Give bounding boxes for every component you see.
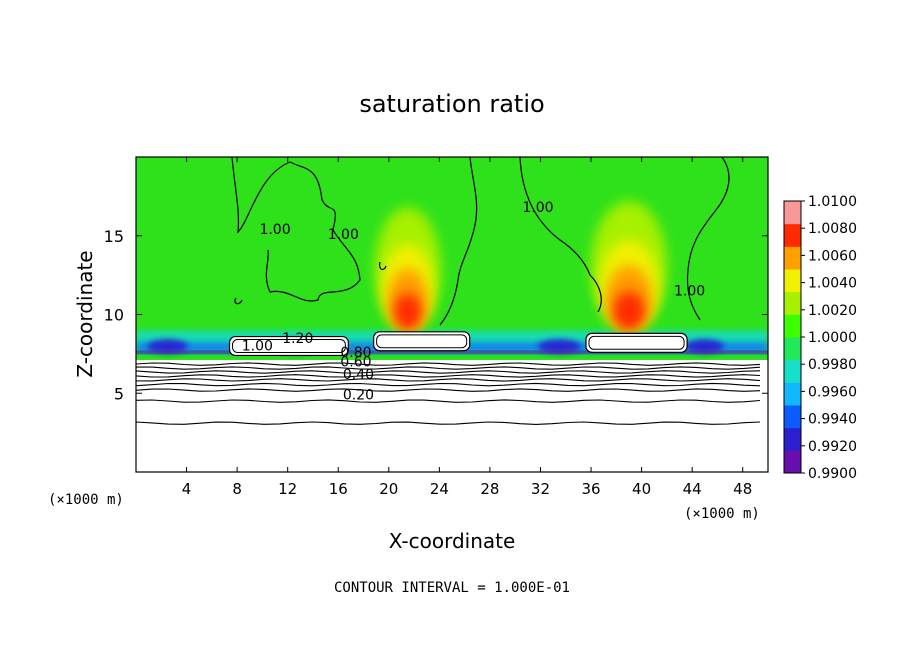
contour-labels: 1.00 1.00 1.00 1.00 1.00 1.20 0.800.600.40 0.20 [242, 200, 705, 403]
contour-label-7: 0.80 [340, 345, 371, 361]
x-tick-label-44: 44 [683, 480, 702, 498]
plot-area [136, 157, 768, 472]
level-curve-8 [136, 399, 761, 403]
x-tick-label-4: 4 [182, 480, 192, 498]
contour-label-10: 0.20 [343, 388, 374, 404]
x-unit-right: (×1000 m) [684, 506, 760, 522]
y-tick-label-5: 5 [114, 384, 124, 403]
level-curve-4 [136, 374, 761, 378]
y-axis-ticks: 5 10 15 [104, 227, 768, 403]
colorbar-label-8: 0.9960 [808, 384, 857, 400]
x-axis-ticks: 4 8 12 16 20 24 28 32 36 40 44 48 [182, 157, 752, 498]
contour-path-6 [234, 297, 243, 305]
contour-path-1 [231, 157, 361, 302]
colorbar-label-5: 1.0020 [808, 303, 857, 319]
x-unit-left: (×1000 m) [48, 492, 124, 508]
contour-label-3: 1.00 [522, 200, 553, 216]
contour-path-3 [519, 157, 602, 313]
contour-label-1: 1.00 [259, 222, 290, 238]
level-curve-2 [136, 366, 761, 370]
colorbar: 1.0100 1.0080 1.0060 1.0040 1.0020 1.0000 0.99… [783, 194, 857, 482]
level-curve-5 [136, 378, 761, 382]
dry-band-3 [537, 339, 581, 354]
colorbar-segment-3 [784, 405, 801, 429]
x-tick-label-8: 8 [232, 480, 242, 498]
level-curve-1 [136, 362, 761, 366]
colorbar-segment-10 [784, 246, 801, 270]
colorbar-segment-8 [784, 291, 801, 315]
contour-label-5: 1.00 [242, 339, 273, 355]
x-tick-label-36: 36 [581, 480, 600, 498]
level-curve-9 [136, 421, 761, 425]
colorbar-segment-5 [784, 359, 801, 383]
colorbar-label-3: 1.0060 [808, 248, 857, 264]
x-axis-label: X-coordinate [389, 529, 516, 553]
chart-title: saturation ratio [359, 90, 544, 118]
colorbar-label-11: 0.9900 [808, 466, 857, 482]
cloud-block-inner-3 [588, 335, 685, 350]
level-curve-7 [136, 388, 761, 392]
colorbar-label-4: 1.0040 [808, 276, 857, 292]
colorbar-label-6: 1.0000 [808, 330, 857, 346]
contour-path-2 [439, 157, 478, 326]
contour-label-4: 1.00 [674, 284, 705, 300]
colorbar-segment-9 [784, 269, 801, 293]
level-curves [136, 362, 761, 425]
cloud-blocks [228, 331, 688, 357]
x-tick-label-48: 48 [733, 480, 752, 498]
colorbar-segment-2 [784, 427, 801, 451]
contour-label-2: 1.00 [328, 227, 359, 243]
y-tick-label-15: 15 [104, 227, 124, 246]
colorbar-segment-1 [784, 450, 801, 474]
level-curve-3 [136, 370, 761, 374]
cloud-block-inner-2 [376, 334, 468, 349]
colorbar-label-7: 0.9980 [808, 357, 857, 373]
plume-2-layer-4 [613, 291, 645, 331]
x-tick-label-12: 12 [278, 480, 297, 498]
colorbar-segment-11 [784, 223, 801, 247]
contour-path-4 [686, 157, 730, 321]
dry-band-base [136, 350, 768, 355]
x-tick-label-20: 20 [379, 480, 398, 498]
plume-1-layer-4 [393, 293, 422, 331]
contour-label-6: 1.20 [282, 331, 313, 347]
contour-label-9: 0.40 [343, 367, 374, 383]
cloud-block-3 [585, 332, 688, 353]
colorbar-segment-7 [784, 314, 801, 338]
x-tick-label-28: 28 [480, 480, 499, 498]
cloud-block-1 [228, 335, 349, 357]
colorbar-label-2: 1.0080 [808, 221, 857, 237]
level-curve-6 [136, 382, 761, 387]
colorbar-label-9: 0.9940 [808, 412, 857, 428]
colorbar-label-10: 0.9920 [808, 439, 857, 455]
colorbar-segment-4 [784, 382, 801, 406]
contour-lines [231, 157, 730, 326]
contour-path-5 [379, 261, 387, 271]
colorbar-label-1: 1.0100 [808, 194, 857, 210]
y-axis-label: Z-coordinate [73, 250, 97, 377]
x-tick-label-32: 32 [531, 480, 550, 498]
x-tick-label-24: 24 [430, 480, 449, 498]
x-tick-label-40: 40 [632, 480, 651, 498]
contour-label-8: 0.60 [340, 354, 371, 370]
cloud-block-2 [373, 331, 471, 352]
x-tick-label-16: 16 [329, 480, 348, 498]
contour-interval-note: CONTOUR INTERVAL = 1.000E-01 [334, 580, 570, 596]
cloud-block-inner-1 [232, 339, 346, 353]
dry-band-1 [147, 339, 188, 354]
colorbar-segment-12 [784, 201, 801, 225]
y-tick-label-10: 10 [104, 306, 124, 325]
colorbar-segment-6 [784, 337, 801, 361]
plume-layer [374, 201, 667, 331]
dry-band-4 [685, 339, 724, 354]
